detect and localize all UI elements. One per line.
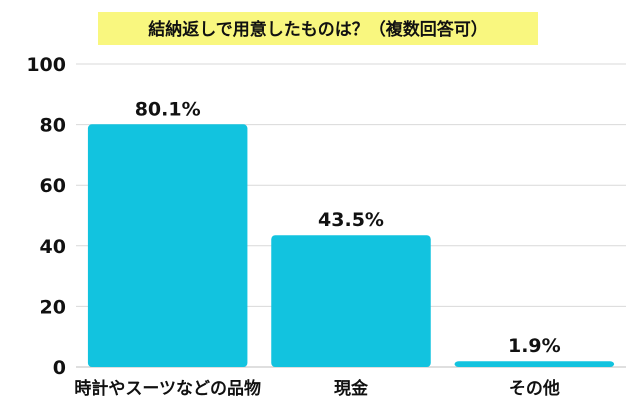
y-tick-label: 80 [40,115,66,137]
bar [454,361,615,367]
category-labels: 時計やスーツなどの品物 現金 その他 [74,378,560,399]
y-tick-label: 20 [40,296,66,318]
bar [87,124,248,367]
chart-title-background [98,12,538,45]
y-tick-label: 100 [26,54,66,76]
y-tick-label: 40 [40,236,66,258]
category-label: 現金 [334,378,369,399]
value-label: 80.1% [135,98,201,120]
bar [271,235,431,367]
chart-title: 結納返しで用意したものは？（複数回答可） [148,19,488,40]
y-tick-label: 0 [53,357,66,379]
y-tick-label: 60 [40,175,66,197]
chart-title-group: 結納返しで用意したものは？（複数回答可） [98,12,538,45]
value-label: 1.9% [508,335,561,357]
value-label: 43.5% [318,209,384,231]
value-labels: 80.1% 43.5% 1.9% [135,98,561,357]
category-label: 時計やスーツなどの品物 [74,378,261,399]
y-axis-tick-labels: 0 20 40 60 80 100 [26,54,66,379]
bars [87,124,615,367]
category-label: その他 [509,378,560,399]
